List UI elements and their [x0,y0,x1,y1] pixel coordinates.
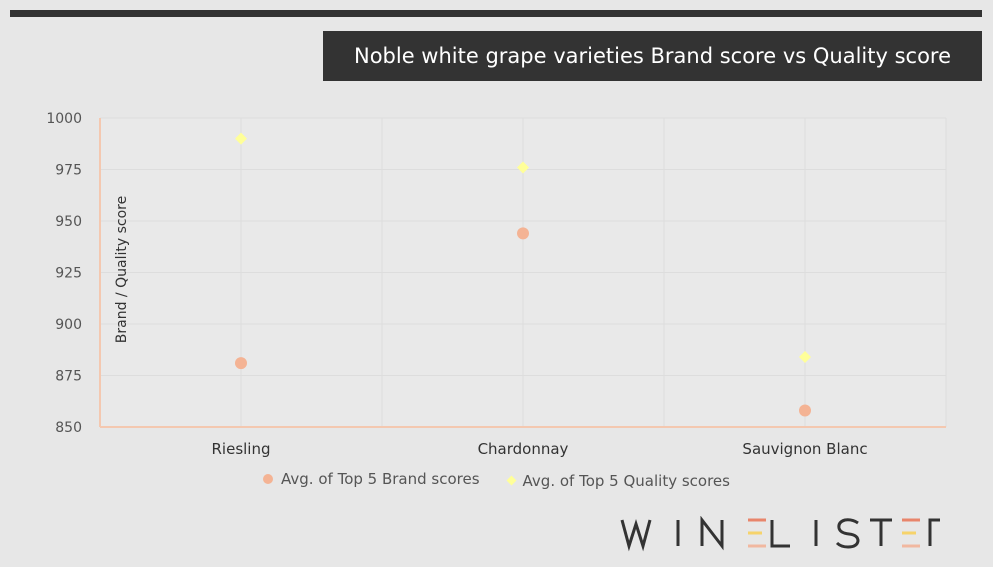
brand-score-point [799,404,811,417]
legend-item: Avg. of Top 5 Quality scores [506,471,730,490]
y-tick-label: 850 [55,420,82,436]
y-tick-labels: 850 875 900 925 950 975 1000 [46,111,82,436]
legend: Avg. of Top 5 Brand scores Avg. of Top 5 … [0,470,993,490]
legend-circle-marker [263,474,274,484]
x-category-label: Chardonnay [478,440,569,458]
brand-score-point [517,227,529,240]
y-tick-label: 950 [55,214,82,230]
y-tick-label: 900 [55,317,82,333]
top-rule [10,10,982,17]
legend-diamond-marker [506,475,516,486]
wine-lister-logo [620,515,940,552]
brand-score-point [235,357,247,370]
quality-score-point [799,350,811,363]
data-points [235,132,811,417]
axis-layer [99,118,946,428]
y-tick-label: 1000 [46,111,82,127]
legend-label: Avg. of Top 5 Quality scores [522,471,730,490]
x-category-label: Riesling [212,440,271,458]
quality-score-point [235,132,247,145]
wine-lister-logo-mark [620,515,940,552]
y-tick-label: 875 [55,369,82,385]
quality-score-point [517,161,529,174]
x-category-label: Sauvignon Blanc [742,440,867,458]
y-tick-label: 925 [55,266,82,282]
grid-layer [99,117,947,428]
y-tick-label: 975 [55,163,82,179]
legend-label: Avg. of Top 5 Brand scores [281,470,480,488]
chart-title: Noble white grape varieties Brand score … [323,31,982,81]
y-axis-title: Brand / Quality score [114,196,130,343]
legend-item: Avg. of Top 5 Brand scores [263,470,480,488]
x-category-labels: Riesling Chardonnay Sauvignon Blanc [212,440,868,458]
